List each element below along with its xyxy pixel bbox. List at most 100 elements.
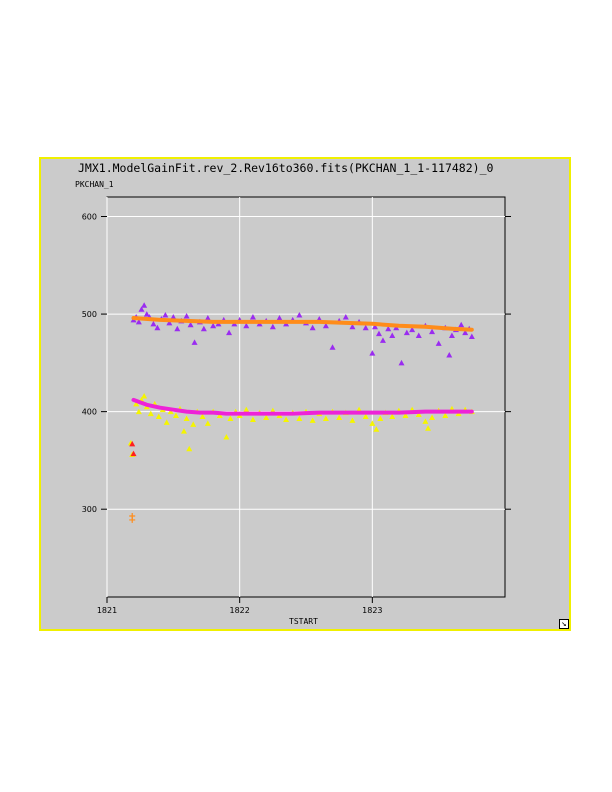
data-point (269, 323, 276, 330)
data-point (172, 412, 179, 419)
data-point (141, 393, 148, 399)
x-tick-label: 1823 (362, 606, 382, 615)
data-point (150, 320, 157, 327)
data-point (204, 420, 211, 426)
data-point (249, 416, 256, 422)
x-tick-label: 1821 (97, 606, 117, 615)
data-point (398, 359, 405, 366)
data-point (403, 329, 410, 336)
data-point (402, 412, 409, 419)
x-tick-label: 1822 (229, 606, 249, 615)
data-point (174, 325, 181, 332)
data-point (226, 329, 233, 336)
data-point (373, 426, 380, 432)
data-point (187, 321, 194, 328)
data-point (223, 434, 230, 440)
data-point (309, 417, 316, 423)
data-point (349, 417, 356, 423)
data-point (170, 314, 177, 320)
data-point (385, 325, 392, 332)
data-point (263, 414, 270, 420)
fit-curve (131, 316, 474, 332)
data-point (369, 350, 376, 356)
y-tick-label: 600 (82, 213, 97, 222)
data-point (462, 329, 469, 336)
data-point (200, 325, 207, 332)
data-point (243, 406, 250, 413)
data-point (415, 411, 422, 418)
plot-window: JMX1.ModelGainFit.rev_2.Rev16to360.fits(… (39, 157, 571, 631)
data-point (371, 323, 378, 330)
data-point (243, 322, 250, 329)
data-point (329, 344, 336, 350)
data-point (296, 415, 303, 421)
x-axis-label: TSTART (289, 617, 318, 626)
data-point-plus (129, 516, 136, 523)
y-tick-label: 500 (82, 310, 97, 319)
data-point (276, 314, 283, 321)
plot-svg: 1821 1822 1823 300 400 500 600 (82, 196, 511, 615)
data-point (204, 314, 211, 321)
data-point (191, 339, 198, 345)
data-point (199, 413, 206, 420)
data-point (322, 415, 329, 421)
data-point (377, 415, 384, 421)
data-point (180, 428, 187, 434)
data-point (422, 418, 429, 424)
data-point (135, 408, 142, 415)
data-point (183, 415, 190, 421)
data-point (249, 314, 256, 320)
data-point (362, 413, 369, 420)
data-point (147, 410, 154, 417)
data-point (409, 326, 416, 333)
data-point (162, 312, 169, 318)
data-point (468, 333, 475, 340)
data-point (155, 413, 162, 420)
data-point (283, 416, 290, 422)
data-point (309, 324, 316, 331)
data-point (389, 413, 396, 420)
data-point (141, 302, 148, 308)
data-point (448, 332, 455, 339)
data-point (216, 412, 223, 419)
fit-curve (131, 397, 474, 416)
data-point (138, 306, 145, 312)
data-point (375, 330, 382, 337)
data-point (190, 421, 197, 427)
data-point (143, 311, 150, 317)
data-point (129, 440, 136, 447)
data-point (435, 340, 442, 346)
data-point (379, 337, 386, 343)
data-point (446, 352, 453, 358)
data-point (349, 323, 356, 330)
data-point (296, 312, 303, 318)
data-point (362, 324, 369, 331)
data-point (166, 319, 173, 326)
chart-title: JMX1.ModelGainFit.rev_2.Rev16to360.fits(… (78, 161, 494, 175)
data-point (163, 419, 170, 425)
data-point (425, 425, 432, 431)
data-point (227, 415, 234, 421)
data-point (135, 318, 142, 325)
y-tick-label: 300 (82, 505, 97, 514)
data-point (389, 332, 396, 339)
data-point (458, 321, 465, 328)
resize-arrow-icon[interactable]: ↘ (559, 619, 569, 629)
data-point (429, 328, 436, 335)
y-axis-label: PKCHAN_1 (75, 180, 114, 189)
data-point (130, 450, 137, 457)
data-point (369, 420, 376, 426)
data-point (442, 412, 449, 419)
data-point (210, 322, 217, 329)
data-point (342, 314, 349, 320)
data-point (186, 445, 193, 452)
plot-frame (106, 196, 506, 598)
data-point (167, 408, 174, 415)
data-point (183, 313, 190, 319)
data-point (336, 414, 343, 420)
data-point (322, 322, 329, 329)
data-point (154, 324, 161, 331)
y-tick-label: 400 (82, 408, 97, 417)
data-point (133, 400, 140, 407)
data-point (429, 414, 436, 420)
